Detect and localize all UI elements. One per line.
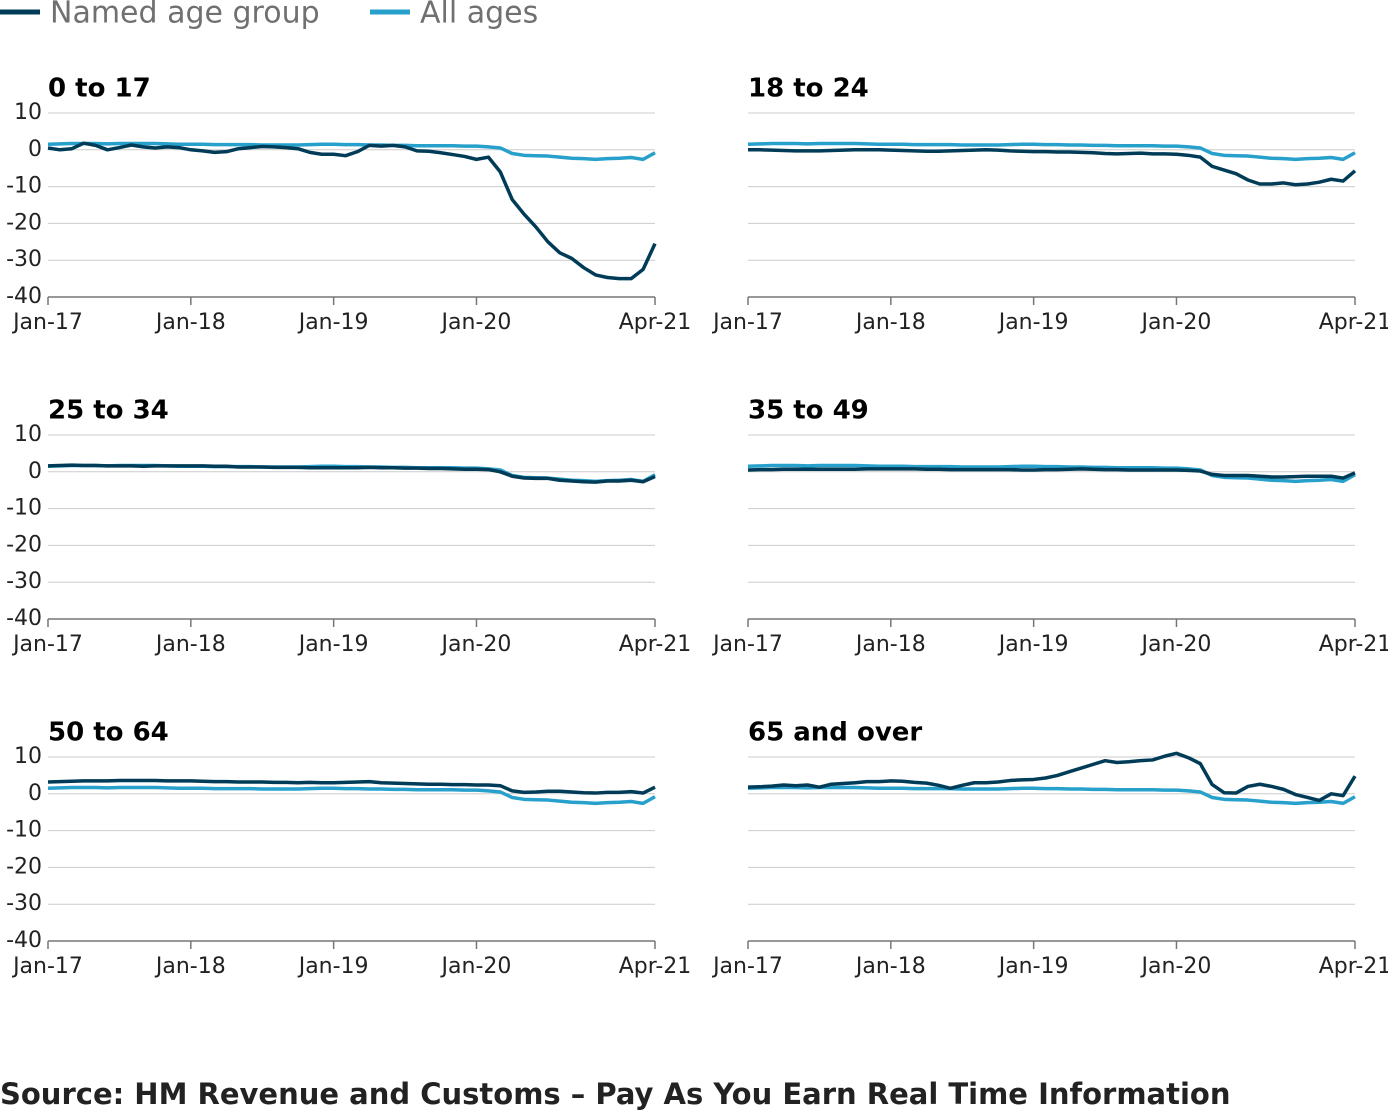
- x-tick-label: Apr-21: [1319, 310, 1388, 335]
- series-line: [47, 141, 656, 162]
- series-line: [47, 141, 657, 281]
- x-tick-label: Jan-17: [11, 310, 83, 335]
- y-tick-label: -40: [6, 284, 42, 309]
- x-tick-label: Apr-21: [1319, 632, 1388, 657]
- panel-title: 25 to 34: [48, 396, 169, 426]
- x-tick-label: Jan-18: [154, 310, 226, 335]
- x-tick-label: Jan-17: [711, 310, 783, 335]
- x-tick-label: Jan-20: [440, 954, 512, 979]
- panel-title: 18 to 24: [748, 74, 869, 104]
- y-tick-label: -30: [6, 891, 42, 916]
- series-line: [47, 778, 656, 795]
- x-tick-label: Apr-21: [619, 954, 692, 979]
- series-line: [47, 463, 656, 484]
- y-tick-label: 10: [14, 744, 42, 769]
- y-tick-label: 0: [28, 459, 42, 484]
- y-tick-label: -10: [6, 496, 42, 521]
- y-tick-label: 10: [14, 422, 42, 447]
- x-tick-label: Jan-19: [297, 310, 369, 335]
- y-tick-label: -10: [6, 174, 42, 199]
- series-line: [747, 141, 1356, 162]
- y-tick-label: -20: [6, 532, 42, 557]
- series-line: [748, 148, 1357, 187]
- x-tick-label: Jan-20: [440, 632, 512, 657]
- series-line: [747, 463, 1356, 484]
- y-tick-label: -10: [6, 818, 42, 843]
- x-tick-label: Apr-21: [619, 310, 692, 335]
- legend-label: All ages: [420, 0, 538, 31]
- series-line: [747, 751, 1357, 803]
- y-tick-label: -40: [6, 606, 42, 631]
- panel-title: 35 to 49: [748, 396, 869, 426]
- y-tick-label: 0: [28, 781, 42, 806]
- x-tick-label: Jan-20: [1140, 310, 1212, 335]
- legend-label: Named age group: [50, 0, 320, 31]
- x-tick-label: Jan-20: [440, 310, 512, 335]
- x-tick-label: Jan-20: [1140, 632, 1212, 657]
- series-line: [47, 785, 656, 806]
- x-tick-label: Apr-21: [1319, 954, 1388, 979]
- series-line: [747, 467, 1356, 480]
- x-tick-label: Jan-18: [854, 954, 926, 979]
- x-tick-label: Jan-19: [997, 632, 1069, 657]
- panel-title: 50 to 64: [48, 718, 169, 748]
- x-tick-label: Jan-20: [1140, 954, 1212, 979]
- x-tick-label: Jan-17: [11, 632, 83, 657]
- x-tick-label: Jan-18: [154, 954, 226, 979]
- x-tick-label: Jan-18: [854, 632, 926, 657]
- x-tick-label: Jan-19: [997, 310, 1069, 335]
- y-tick-label: -30: [6, 247, 42, 272]
- x-tick-label: Jan-18: [154, 632, 226, 657]
- x-tick-label: Jan-17: [711, 632, 783, 657]
- panel-title: 65 and over: [748, 718, 922, 748]
- y-tick-label: 0: [28, 137, 42, 162]
- x-tick-label: Jan-19: [297, 954, 369, 979]
- y-tick-label: -20: [6, 210, 42, 235]
- panel-title: 0 to 17: [48, 74, 151, 104]
- y-tick-label: 10: [14, 100, 42, 125]
- y-tick-label: -40: [6, 928, 42, 953]
- x-tick-label: Jan-18: [854, 310, 926, 335]
- x-tick-label: Jan-17: [711, 954, 783, 979]
- series-line: [747, 785, 1356, 806]
- x-tick-label: Jan-19: [297, 632, 369, 657]
- source: Source: HM Revenue and Customs – Pay As …: [0, 1077, 1231, 1111]
- x-tick-label: Apr-21: [619, 632, 692, 657]
- x-tick-label: Jan-19: [997, 954, 1069, 979]
- y-tick-label: -30: [6, 569, 42, 594]
- y-tick-label: -20: [6, 854, 42, 879]
- x-tick-label: Jan-17: [11, 954, 83, 979]
